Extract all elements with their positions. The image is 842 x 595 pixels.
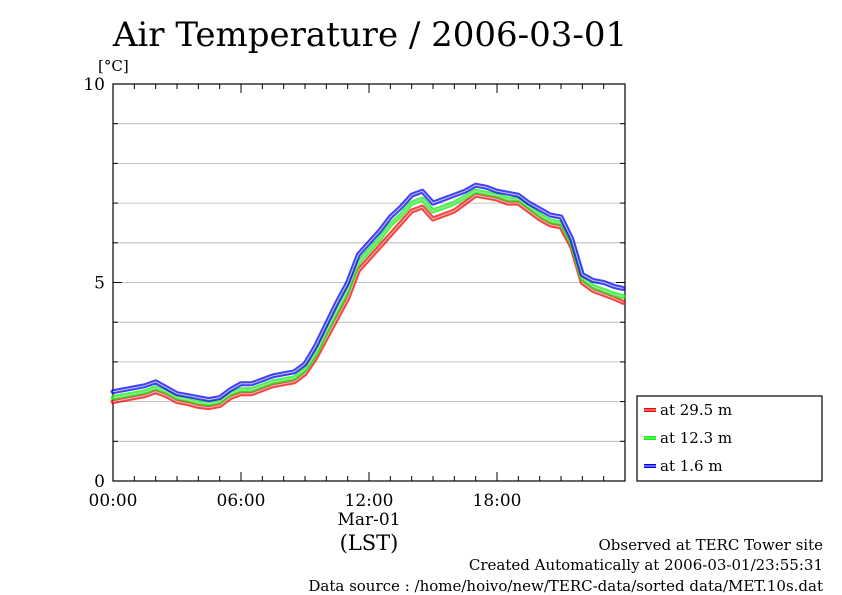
y-tick-label: 0: [94, 472, 105, 492]
footer-source-text: Data source : /home/hoivo/new/TERC-data/…: [308, 577, 823, 595]
x-axis-label: (LST): [340, 531, 399, 555]
x-axis-date-label: Mar-01: [337, 510, 400, 530]
x-tick-label: 00:00: [89, 491, 138, 511]
legend-item: at 1.6 m: [644, 457, 723, 475]
series-layer: [110, 182, 626, 411]
y-tick-label: 10: [83, 75, 105, 95]
legend-label: at 29.5 m: [660, 401, 732, 419]
y-tick-label: 5: [94, 274, 105, 294]
legend-label: at 1.6 m: [660, 457, 723, 475]
y-axis: 0 5 10: [83, 75, 625, 492]
x-axis: 00:00 06:00 12:00 18:00: [89, 84, 626, 511]
series-line-2: [110, 188, 626, 407]
legend-item: at 12.3 m: [644, 429, 732, 447]
footer-created-text: Created Automatically at 2006-03-01/23:5…: [469, 556, 823, 574]
x-tick-label: 12:00: [345, 491, 394, 511]
legend-item: at 29.5 m: [644, 401, 732, 419]
chart-title: Air Temperature / 2006-03-01: [112, 15, 627, 55]
legend: at 29.5 m at 12.3 m at 1.6 m: [636, 395, 823, 482]
y-axis-unit-label: [°C]: [98, 57, 129, 75]
x-tick-label: 06:00: [217, 491, 266, 511]
series-line-3: [110, 182, 626, 403]
legend-box: [636, 395, 823, 482]
x-tick-label: 18:00: [473, 491, 522, 511]
footer-site-text: Observed at TERC Tower site: [598, 536, 823, 554]
legend-label: at 12.3 m: [660, 429, 732, 447]
series-line-1: [110, 192, 626, 411]
